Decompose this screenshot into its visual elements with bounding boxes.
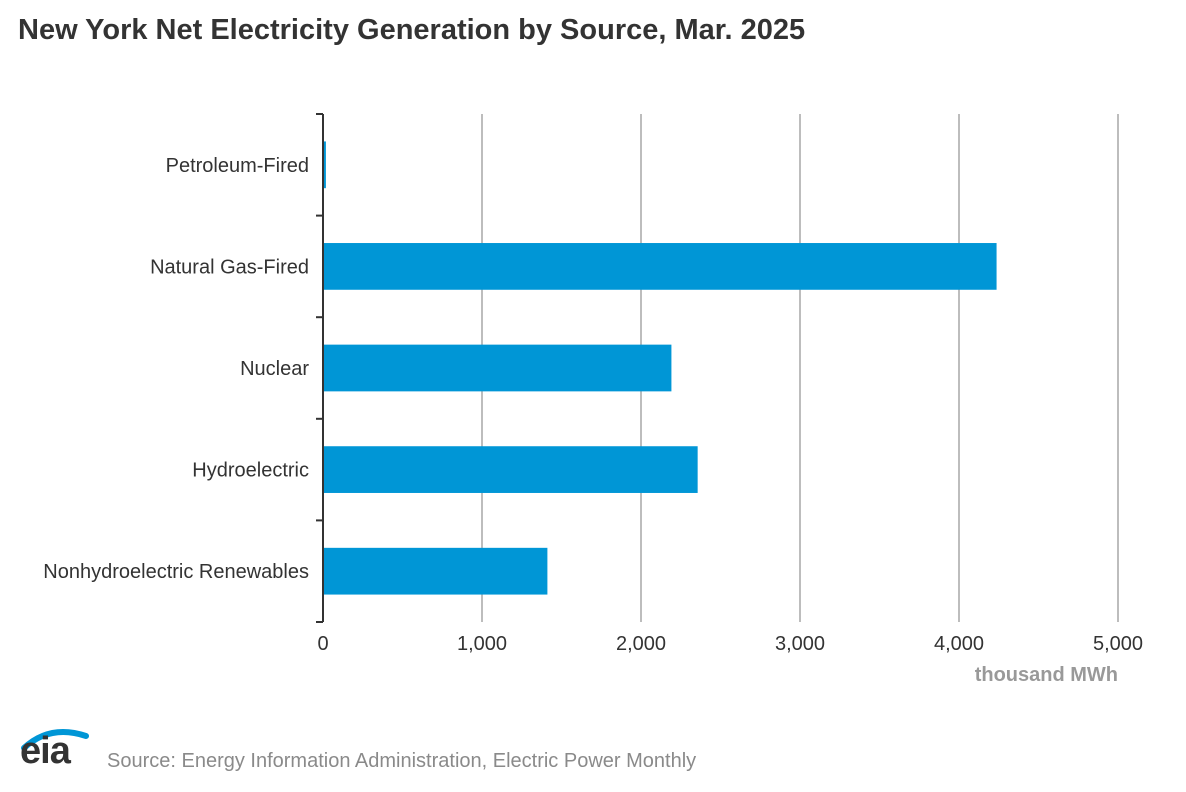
x-tick-label: 4,000: [934, 633, 984, 655]
y-axis: [316, 113, 324, 623]
logo-text: eia: [20, 730, 71, 772]
x-tick-label: 0: [317, 633, 328, 655]
x-tick-label: 5,000: [1093, 633, 1143, 655]
bar: [324, 243, 997, 290]
bar: [324, 344, 672, 392]
x-tick-label: 2,000: [616, 633, 666, 655]
category-label: Hydroelectric: [192, 460, 309, 482]
bar: [324, 446, 698, 493]
category-label: Nonhydroelectric Renewables: [43, 561, 309, 583]
category-labels: Petroleum-Fired Natural Gas-Fired Nuclear H…: [43, 155, 309, 583]
source-note: Source: Energy Information Administratio…: [107, 750, 697, 772]
x-tick-label: 1,000: [457, 633, 507, 655]
bars: [324, 141, 997, 595]
chart-title: New York Net Electricity Generation by S…: [18, 14, 806, 46]
bar: [324, 547, 548, 595]
logo-swoosh-icon: [21, 729, 89, 751]
category-label: Petroleum-Fired: [166, 155, 309, 177]
bar: [324, 141, 326, 189]
x-axis-unit-label: thousand MWh: [975, 664, 1118, 686]
category-label: Nuclear: [240, 358, 309, 380]
category-label: Natural Gas-Fired: [150, 256, 309, 278]
eia-logo: eia: [20, 722, 90, 774]
x-tick-labels: 0 1,000 2,000 3,000 4,000 5,000: [317, 633, 1143, 655]
x-tick-label: 3,000: [775, 633, 825, 655]
